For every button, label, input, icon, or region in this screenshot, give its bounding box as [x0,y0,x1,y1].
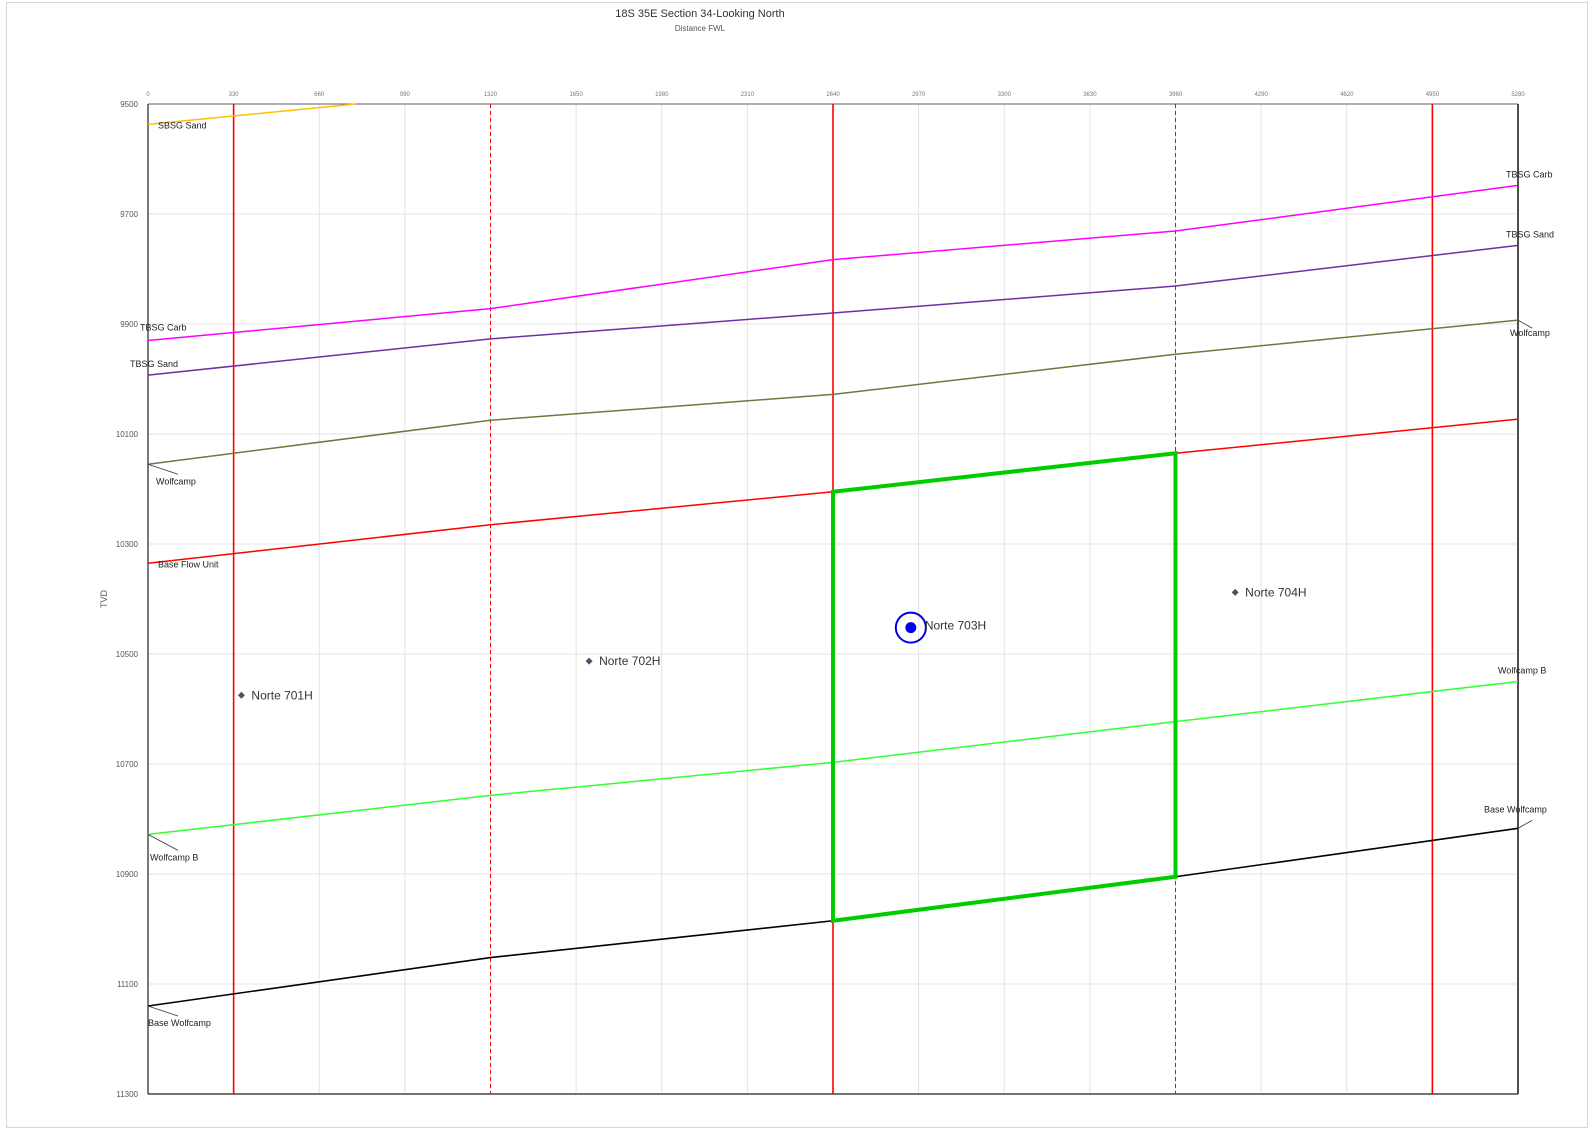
axes-layer: 0 330 660 990 1320 1650 1980 2310 2640 2970 3300 36… [99,92,1525,1099]
x-tick-label: 1650 [569,92,583,98]
chart-frame [6,2,1588,1128]
y-axis-label: TVD [99,589,109,608]
y-tick-label: 9900 [120,320,138,329]
horizon-label-left: Wolfcamp [156,476,196,486]
horizon-line [147,103,356,126]
x-tick-label: 4290 [1254,92,1268,98]
well-layer: Norte 701H Norte 702H Norte 703H Norte 704H [237,585,1307,702]
x-tick-label: 330 [229,92,240,98]
y-tick-label: 10700 [116,760,139,769]
x-tick-label: 4950 [1426,92,1440,98]
x-tick-label: 660 [314,92,325,98]
horizon-label-left: Base Flow Unit [158,559,219,569]
horizon-label-right: Wolfcamp [1510,328,1550,338]
label-leader-line [147,1005,179,1017]
horizon-label-right: TBSG Carb [1506,169,1553,179]
x-tick-label: 2310 [741,92,755,98]
y-tick-label: 10300 [116,540,139,549]
horizon-label-left: Wolfcamp B [150,852,198,862]
horizon-line [147,244,1519,376]
horizon-label-right: Wolfcamp B [1498,666,1546,676]
x-tick-label: 4620 [1340,92,1354,98]
chart-subtitle: Distance FWL [674,24,726,33]
target-box [831,451,1178,924]
y-tick-label: 9500 [120,100,138,109]
well-marker [1231,588,1239,596]
y-tick-label: 9700 [120,210,138,219]
label-leader-line [147,463,179,475]
well-marker [585,657,593,665]
horizon-label-right: Base Wolfcamp [1484,804,1547,814]
horizon-line [147,184,1519,342]
x-tick-label: 0 [146,92,150,98]
well-marker [905,622,917,634]
x-tick-label: 3300 [998,92,1012,98]
well-label: Norte 704H [1245,585,1306,599]
horizon-label-left: SBSG Sand [158,120,207,130]
chart-title: 18S 35E Section 34-Looking North [615,8,785,20]
y-tick-label: 10500 [116,650,139,659]
horizon-label-right: TBSG Sand [1506,229,1554,239]
x-tick-label: 3630 [1083,92,1097,98]
label-leader-line [147,834,179,851]
x-tick-label: 1320 [484,92,498,98]
y-tick-label: 10100 [116,430,139,439]
x-tick-label: 2640 [826,92,840,98]
x-tick-label: 3960 [1169,92,1183,98]
label-leader-line [1517,820,1533,829]
horizon-label-left: TBSG Sand [130,359,178,369]
y-tick-label: 11100 [117,980,139,989]
target-box-layer [831,451,1178,924]
well-marker-ring [894,611,927,644]
x-tick-label: 5280 [1511,92,1525,98]
label-leader-line [1517,319,1533,329]
horizon-label-left: Base Wolfcamp [148,1018,211,1028]
x-tick-label: 1980 [655,92,669,98]
y-tick-label: 10900 [116,870,139,879]
x-tick-label: 990 [400,92,411,98]
y-tick-label: 11300 [116,1090,138,1099]
well-label: Norte 701H [251,688,312,702]
well-label: Norte 702H [599,654,660,668]
well-label: Norte 703H [925,619,986,633]
horizon-label-layer: SBSG Sand TBSG Carb TBSG Sand Wolfcamp Base … [130,120,1554,1028]
x-tick-label: 2970 [912,92,926,98]
well-marker [237,691,245,699]
horizon-line [147,319,1519,465]
horizon-label-left: TBSG Carb [140,323,187,333]
